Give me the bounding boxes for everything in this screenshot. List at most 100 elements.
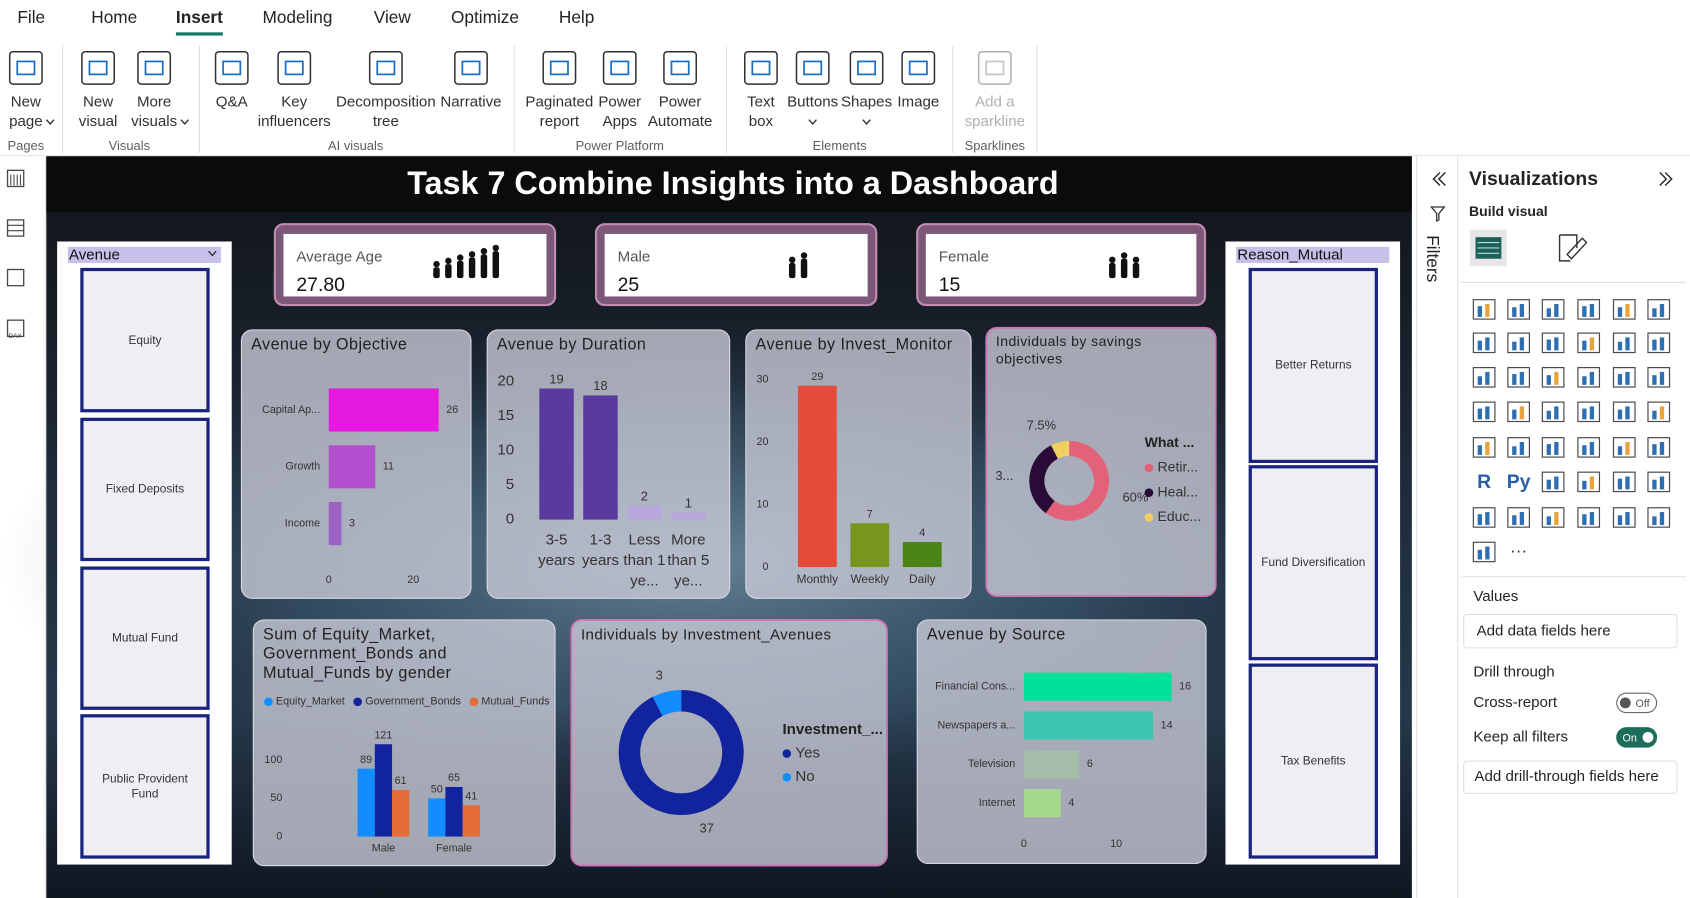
visual-icon[interactable] <box>1612 367 1636 388</box>
ribbon-button-label[interactable]: Buttons <box>787 93 838 110</box>
visual-icon[interactable] <box>1647 401 1671 423</box>
ribbon-button-label[interactable]: visual <box>79 113 118 130</box>
menu-tab[interactable]: Optimize <box>451 7 519 27</box>
visual-icon[interactable] <box>1541 471 1565 493</box>
slicer-item[interactable] <box>80 267 210 413</box>
format-tab-icon[interactable] <box>1558 234 1588 262</box>
slicer-item[interactable] <box>80 417 210 562</box>
visual-icon[interactable] <box>1472 401 1496 423</box>
menu-tab[interactable]: Home <box>91 7 137 27</box>
visual-icon[interactable] <box>1612 401 1636 423</box>
menu-tab[interactable]: File <box>17 7 45 27</box>
ribbon-button-label[interactable]: More <box>137 93 171 110</box>
visual-icon[interactable] <box>1472 437 1496 458</box>
visual-icon[interactable] <box>1472 367 1496 388</box>
visual-icon-accent <box>1652 516 1657 526</box>
visual-icon[interactable] <box>1472 507 1496 528</box>
ribbon-button-label[interactable]: report <box>540 113 580 130</box>
field-well[interactable] <box>1463 760 1678 794</box>
field-well[interactable] <box>1463 613 1678 649</box>
visual-icon[interactable] <box>1541 367 1565 388</box>
visual-icon-label[interactable]: R <box>1477 471 1491 493</box>
visual-icon[interactable] <box>1577 299 1601 320</box>
collapse-chevron[interactable] <box>1432 171 1446 186</box>
visual-icon[interactable] <box>1647 507 1671 528</box>
ribbon-button-label[interactable]: Key <box>281 93 307 110</box>
toggle-knob <box>1642 731 1654 743</box>
visual-icon[interactable] <box>1577 437 1601 458</box>
visual-icon-accent <box>1659 476 1665 490</box>
visual-icon[interactable] <box>1647 299 1671 320</box>
slicer-item[interactable] <box>80 714 210 859</box>
visual-icon[interactable] <box>1507 299 1530 320</box>
bar <box>374 744 393 837</box>
menu-tab[interactable]: Insert <box>176 7 223 27</box>
visual-icon[interactable] <box>1507 507 1530 528</box>
ribbon-button-label[interactable]: New <box>11 93 41 110</box>
visual-icon[interactable] <box>1612 299 1636 320</box>
ribbon-button-label[interactable]: page <box>9 113 43 130</box>
visual-icon[interactable] <box>1577 507 1601 528</box>
ribbon-button-label[interactable]: Apps <box>603 113 637 130</box>
filters-label[interactable]: Filters <box>1423 235 1443 282</box>
visual-icon[interactable] <box>1612 471 1636 493</box>
visual-icon[interactable] <box>1541 437 1565 458</box>
visual-icon-accent <box>1652 308 1657 317</box>
visual-icon[interactable] <box>1577 401 1601 423</box>
ribbon-button-label[interactable]: Image <box>897 93 939 110</box>
ribbon-button-label[interactable]: visuals <box>131 113 177 130</box>
menu-tab[interactable]: Help <box>559 7 594 27</box>
ribbon-button-label[interactable]: Paginated <box>525 93 593 110</box>
ribbon-button-label[interactable]: Power <box>659 93 702 110</box>
visual-icon[interactable] <box>1577 332 1601 354</box>
visual-icon-accent <box>1659 371 1665 385</box>
expand-chevron[interactable] <box>1659 171 1673 186</box>
visual-icon[interactable] <box>1541 401 1565 423</box>
ribbon-button-label[interactable]: Q&A <box>216 93 249 110</box>
visual-icon[interactable] <box>1647 367 1671 388</box>
visual-icon[interactable] <box>1612 437 1636 458</box>
slicer-item[interactable] <box>1248 267 1378 464</box>
visual-icon-label[interactable]: Py <box>1507 471 1531 493</box>
slicer-item[interactable] <box>1248 663 1378 859</box>
visual-icon[interactable] <box>1472 332 1496 354</box>
visual-icon[interactable] <box>1507 367 1530 388</box>
visual-icon[interactable] <box>1577 367 1601 388</box>
ribbon-icon-accent <box>549 60 569 76</box>
visual-icon[interactable] <box>1507 437 1530 458</box>
ribbon-button-label[interactable]: Narrative <box>440 93 501 110</box>
ribbon-button-label[interactable]: influencers <box>258 113 331 130</box>
x-tick-label-box: 1-3 years <box>582 530 619 568</box>
ribbon-button-label[interactable]: box <box>749 113 774 130</box>
ribbon-button-label[interactable]: tree <box>373 113 399 130</box>
visual-icon[interactable] <box>1541 299 1565 320</box>
visual-icon[interactable] <box>1472 541 1496 563</box>
visual-icon[interactable] <box>1612 332 1636 354</box>
visual-icon-accent <box>1554 406 1559 420</box>
visual-icon[interactable] <box>1577 471 1601 493</box>
ribbon-button-label[interactable]: Text <box>747 93 775 110</box>
ribbon-button-label[interactable]: Shapes <box>841 93 892 110</box>
visual-icon[interactable] <box>1541 332 1565 354</box>
visual-icon[interactable] <box>1612 507 1636 528</box>
visual-icon[interactable] <box>1647 332 1671 354</box>
visual-icon[interactable] <box>1541 507 1565 528</box>
more-visuals[interactable]: ··· <box>1510 540 1527 560</box>
visual-icon[interactable] <box>1647 471 1671 493</box>
sidebar-icon <box>6 319 25 337</box>
ribbon-button-label[interactable]: Automate <box>648 113 713 130</box>
slicer-item[interactable] <box>1248 465 1378 661</box>
visual-icon[interactable] <box>1507 332 1530 354</box>
visual-icon[interactable] <box>1647 437 1671 458</box>
slicer-item[interactable] <box>80 566 210 710</box>
visual-icon[interactable] <box>1472 299 1496 320</box>
visual-icon[interactable] <box>1507 401 1530 423</box>
visual-icon-accent <box>1519 512 1525 526</box>
ribbon-button-label[interactable]: Power <box>598 93 641 110</box>
ribbon-group-label: Pages <box>8 138 45 153</box>
menu-tab[interactable]: View <box>374 7 412 27</box>
menu-tab[interactable]: Modeling <box>263 7 333 27</box>
visual-icon-accent <box>1512 446 1517 455</box>
ribbon-button-label[interactable]: New <box>83 93 113 110</box>
ribbon-button-label[interactable]: Decomposition <box>336 93 436 110</box>
